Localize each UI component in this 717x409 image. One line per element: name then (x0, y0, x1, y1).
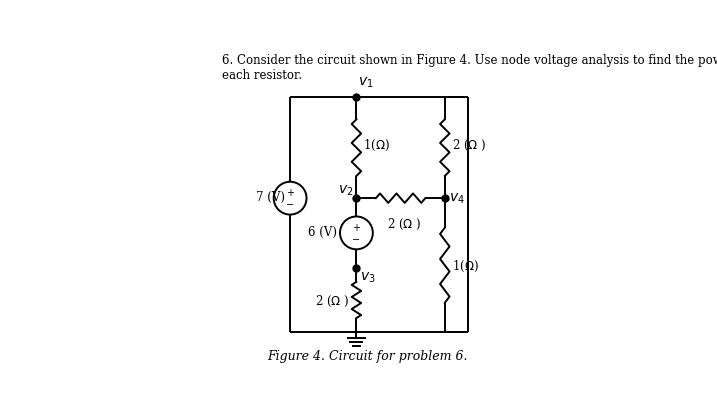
Text: 7 (V): 7 (V) (257, 191, 285, 204)
Text: −: − (286, 200, 294, 210)
Text: +: + (353, 222, 361, 232)
Text: 6. Consider the circuit shown in Figure 4. Use node voltage analysis to find the: 6. Consider the circuit shown in Figure … (222, 54, 717, 82)
Text: +: + (286, 187, 294, 198)
Text: 2 ($\Omega$ ): 2 ($\Omega$ ) (386, 216, 421, 231)
Text: 6 (V): 6 (V) (308, 225, 337, 238)
Text: 1($\Omega$): 1($\Omega$) (364, 137, 390, 153)
Text: Figure 4. Circuit for problem 6.: Figure 4. Circuit for problem 6. (267, 349, 467, 362)
Text: $\mathit{v}_1$: $\mathit{v}_1$ (358, 76, 374, 90)
Text: $\mathit{v}_4$: $\mathit{v}_4$ (449, 191, 465, 205)
Text: 2 ($\Omega$ ): 2 ($\Omega$ ) (452, 137, 486, 153)
Text: 1($\Omega$): 1($\Omega$) (452, 258, 478, 273)
Text: $\mathit{v}_3$: $\mathit{v}_3$ (360, 270, 376, 284)
Text: 2 ($\Omega$ ): 2 ($\Omega$ ) (315, 293, 349, 308)
Text: $\mathit{v}_2$: $\mathit{v}_2$ (338, 183, 353, 197)
Text: −: − (352, 234, 361, 245)
